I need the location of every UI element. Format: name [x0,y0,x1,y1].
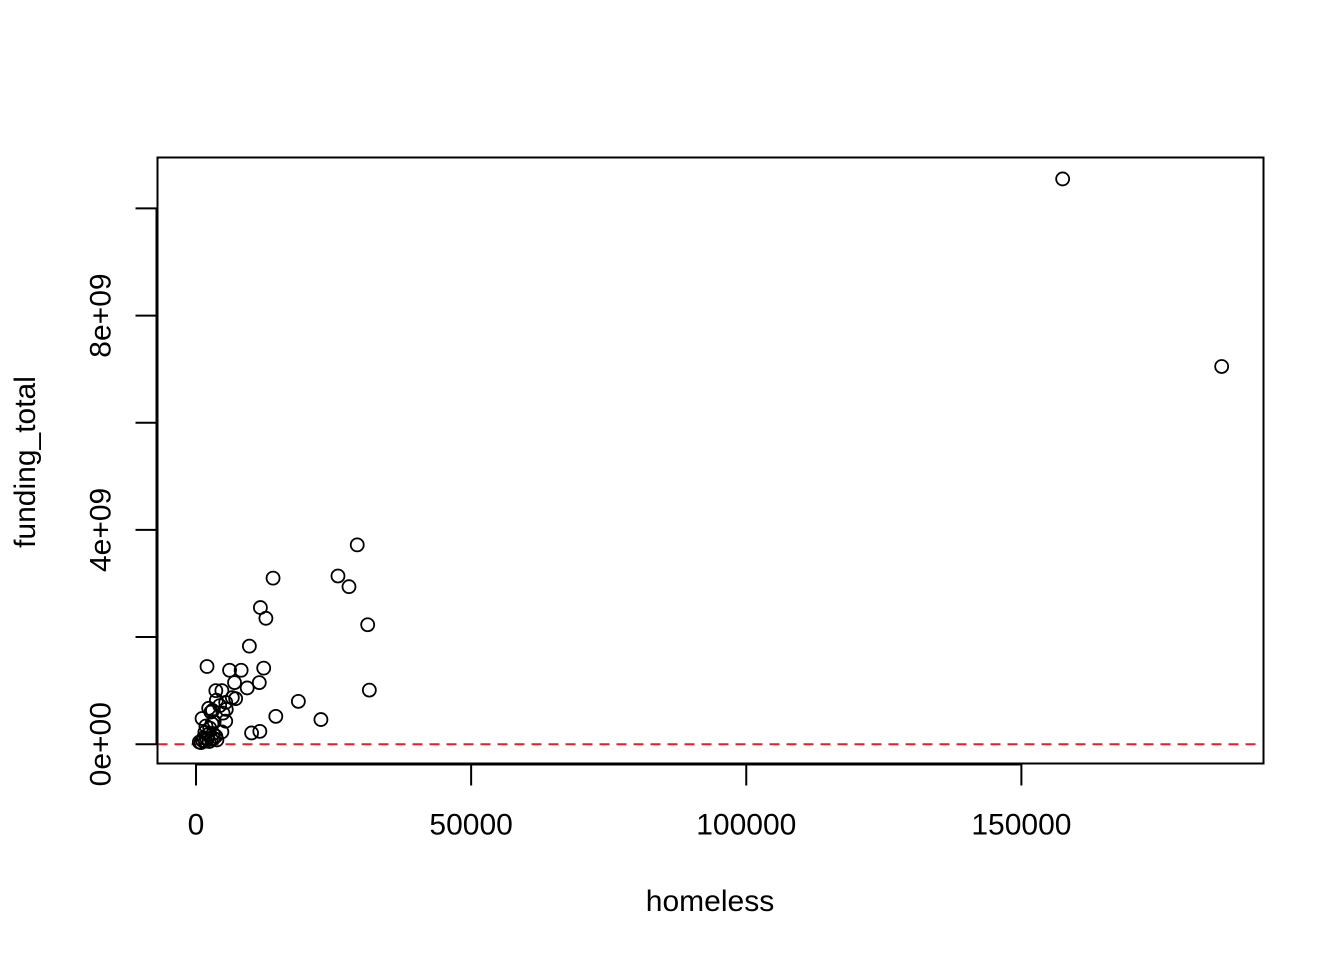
y-axis: 0e+00 4e+09 8e+09 [85,207,158,786]
data-point [215,705,231,721]
data-point [265,570,281,586]
x-tick-label: 0 [188,809,205,842]
x-tick-label: 50000 [429,809,512,842]
data-point [252,723,268,739]
data-point [233,662,249,678]
data-point [227,675,242,690]
data-point [313,712,329,727]
data-point [360,617,376,633]
y-tick-label: 0e+00 [85,702,118,786]
data-point [258,610,274,626]
y-tick-label: 8e+09 [85,273,118,357]
data-point [251,675,267,690]
data-point [195,733,211,748]
y-tick-label: 4e+09 [85,488,118,572]
data-point [193,735,209,751]
data-point [201,734,217,749]
x-axis-title: homeless [646,885,774,918]
data-point [268,708,284,724]
data-point [341,579,357,595]
x-tick-label: 150000 [971,809,1071,842]
data-point [1214,359,1230,374]
x-axis: 0 50000 100000 150000 [188,763,1071,842]
data-point [239,680,255,696]
data-point [199,659,215,674]
data-point [361,682,377,698]
data-point [349,537,365,553]
x-tick-label: 100000 [696,809,796,842]
data-point [330,568,346,584]
data-point [206,730,222,746]
data-point [290,693,306,709]
points-layer [191,171,1230,751]
data-point [244,725,259,741]
y-axis-title: funding_total [9,376,42,548]
data-point [1055,171,1071,187]
data-point [241,638,257,654]
data-point [256,660,272,676]
data-point [208,683,224,699]
data-point [222,662,237,678]
